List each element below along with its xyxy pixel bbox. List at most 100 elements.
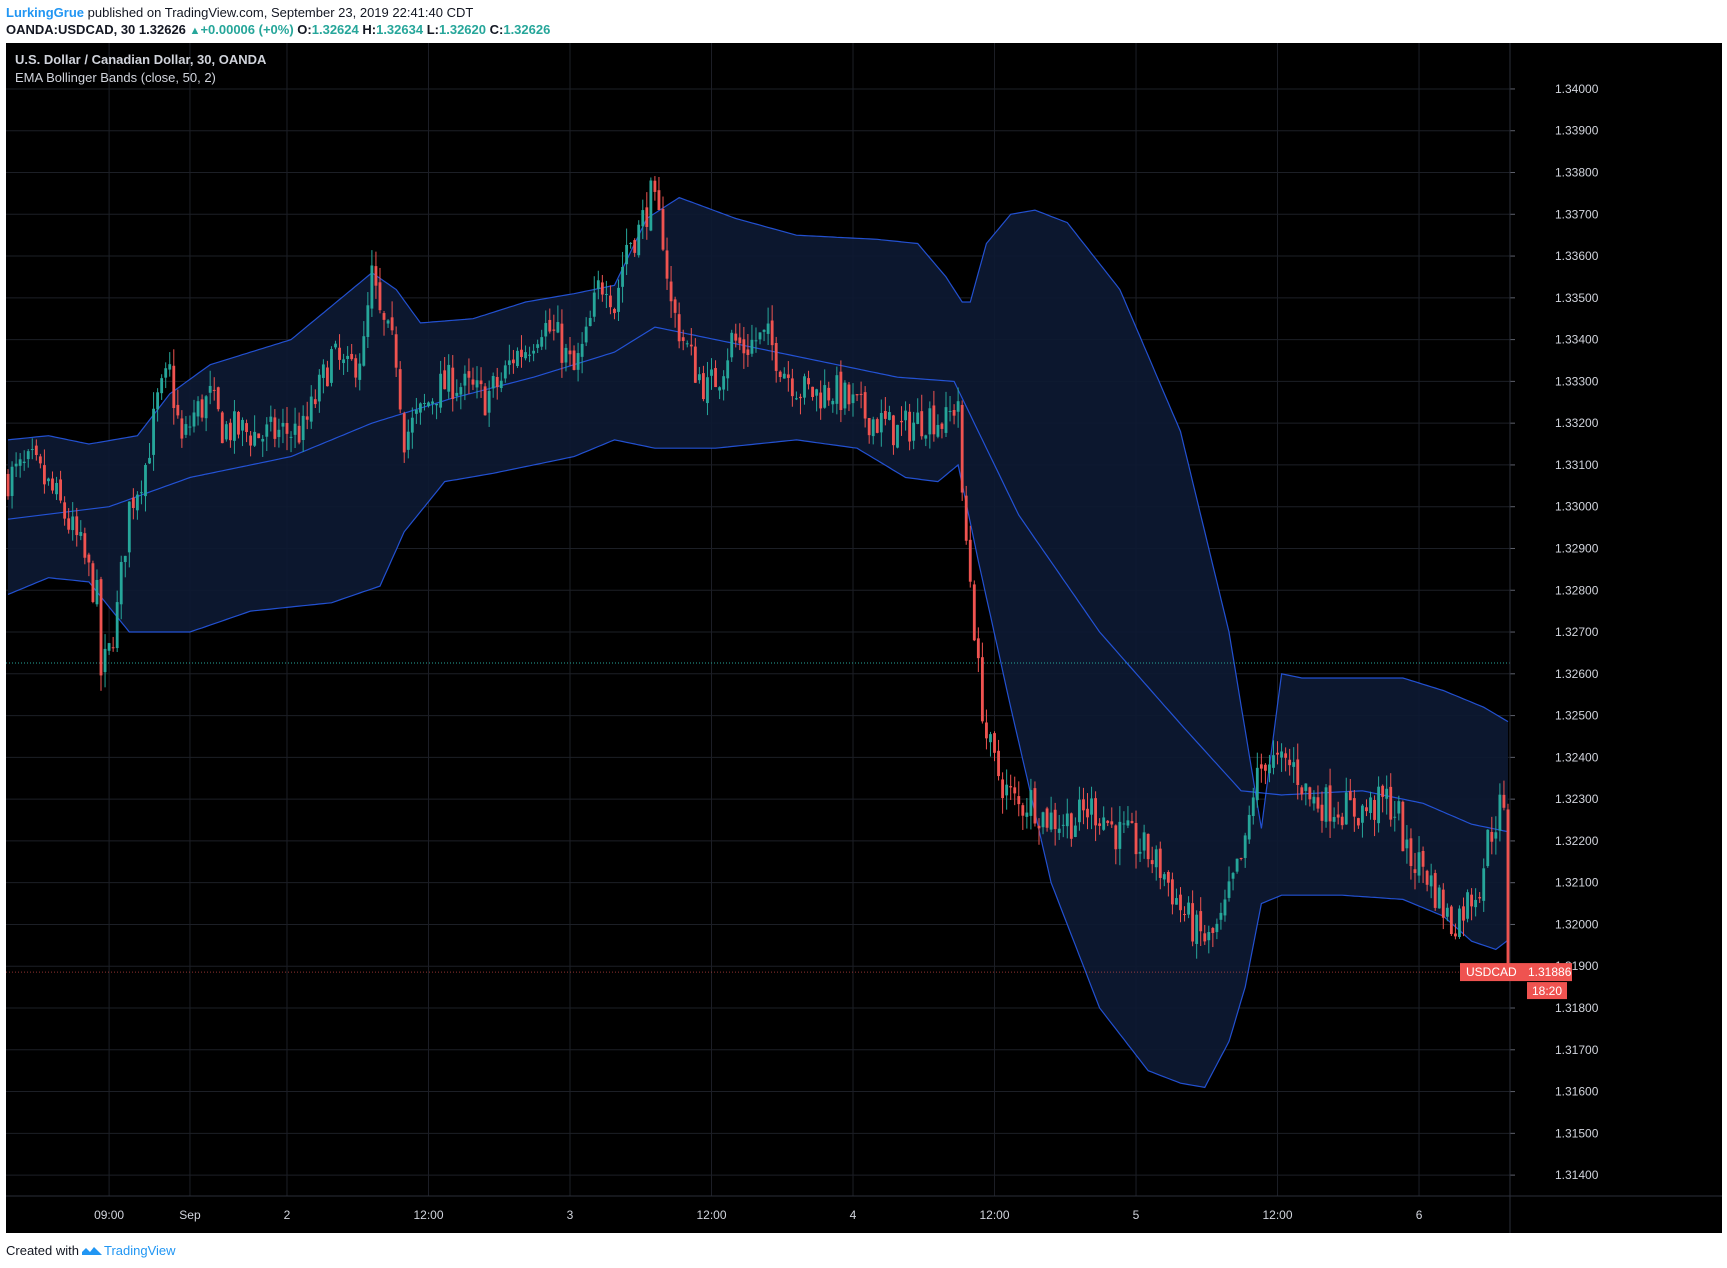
tradingview-link[interactable]: TradingView	[103, 1243, 176, 1258]
candle-body	[511, 359, 515, 364]
close-value: 1.32626	[503, 22, 551, 37]
candle-body	[378, 282, 382, 311]
candle-body	[245, 423, 248, 433]
candle-body	[358, 363, 362, 380]
candle-body	[463, 373, 467, 386]
candle-body	[374, 266, 378, 286]
candle-body	[1150, 860, 1154, 865]
low-value: 1.32620	[439, 22, 486, 37]
candle-body	[1324, 787, 1328, 822]
candle-body	[528, 354, 531, 356]
indicator-label[interactable]: EMA Bollinger Bands (close, 50, 2)	[15, 70, 216, 85]
candle-body	[67, 518, 71, 530]
low-label: L:	[426, 22, 439, 37]
candle-body	[1365, 807, 1368, 812]
candle-body	[1466, 892, 1469, 919]
candle-body	[702, 373, 705, 400]
candle-body	[22, 461, 26, 464]
candle-body	[1235, 858, 1239, 872]
lower-band-line	[7, 439, 1509, 1089]
candle-body	[75, 516, 79, 536]
candle-body	[1114, 825, 1118, 850]
y-tick-label: 1.31600	[1555, 1085, 1599, 1099]
candle-body	[912, 422, 916, 441]
candle-body	[402, 413, 406, 453]
candle-body	[1336, 814, 1340, 818]
candle-body	[107, 643, 111, 651]
candle-body	[1454, 933, 1457, 937]
candle-body	[224, 424, 228, 440]
candle-body	[1486, 829, 1490, 867]
candle-body	[1106, 820, 1110, 823]
candle-body	[204, 396, 208, 419]
candle-body	[479, 380, 483, 385]
x-tick-label: 4	[850, 1208, 857, 1222]
candle-body	[952, 410, 956, 416]
candle-body	[790, 378, 794, 397]
candle-body	[14, 463, 18, 467]
candle-body	[47, 478, 50, 482]
candle-body	[722, 376, 726, 390]
candle-body	[883, 410, 887, 419]
candle-body	[455, 392, 459, 396]
candle-body	[1462, 906, 1465, 921]
candle-body	[1498, 794, 1502, 831]
candle-body	[1227, 881, 1231, 898]
candle-body	[1199, 911, 1203, 932]
candle-body	[1421, 850, 1425, 867]
candle-body	[427, 402, 430, 407]
candle-body	[1470, 894, 1474, 907]
candle-body	[1441, 889, 1445, 918]
candle-body	[1356, 818, 1360, 826]
candle-body	[726, 360, 730, 379]
candle-body	[1340, 816, 1344, 826]
candle-body	[1268, 764, 1271, 774]
candle-body	[1377, 786, 1381, 824]
candle-body	[281, 422, 285, 427]
candle-body	[980, 657, 984, 722]
candle-body	[641, 210, 645, 227]
candle-body	[346, 355, 350, 360]
candle-body	[669, 281, 673, 302]
candle-body	[414, 409, 418, 414]
candle-body	[79, 531, 83, 536]
candle-body	[1142, 832, 1146, 851]
candle-body	[673, 299, 677, 313]
candle-body	[342, 359, 346, 364]
candle-body	[948, 410, 952, 412]
candle-body	[1090, 798, 1093, 815]
y-tick-label: 1.33900	[1555, 124, 1599, 138]
candle-body	[152, 408, 155, 455]
candle-body	[1369, 797, 1372, 813]
candle-body	[297, 425, 301, 443]
candle-body	[447, 364, 451, 392]
candle-body	[928, 408, 932, 435]
candle-body	[83, 533, 87, 558]
candle-body	[932, 405, 936, 435]
chart-area[interactable]: 1.34000 1.33900 1.33800 1.33700 1.33600 1.335…	[6, 43, 1722, 1233]
candle-body	[208, 385, 212, 393]
candle-body	[273, 417, 277, 439]
candle-body	[1405, 839, 1409, 849]
y-tick-label: 1.33600	[1555, 249, 1599, 263]
candle-body	[1191, 903, 1195, 942]
author-link[interactable]: LurkingGrue	[6, 5, 85, 20]
price-chart[interactable]: 1.34000 1.33900 1.33800 1.33700 1.33600 1.335…	[6, 43, 1722, 1233]
candle-body	[1203, 933, 1207, 942]
candle-body	[863, 392, 867, 419]
candle-body	[1138, 851, 1142, 854]
candle-body	[265, 424, 269, 437]
candle-body	[1082, 799, 1085, 811]
candle-body	[677, 314, 681, 342]
close-label: C:	[489, 22, 504, 37]
candle-body	[1187, 902, 1190, 915]
candle-body	[483, 386, 487, 416]
candle-body	[176, 404, 180, 416]
candle-body	[131, 497, 135, 508]
candle-body	[350, 353, 354, 360]
candle-body	[172, 365, 176, 409]
candle-body	[908, 411, 912, 442]
candle-body	[386, 320, 390, 324]
candle-body	[1045, 808, 1049, 828]
candle-body	[843, 382, 847, 409]
